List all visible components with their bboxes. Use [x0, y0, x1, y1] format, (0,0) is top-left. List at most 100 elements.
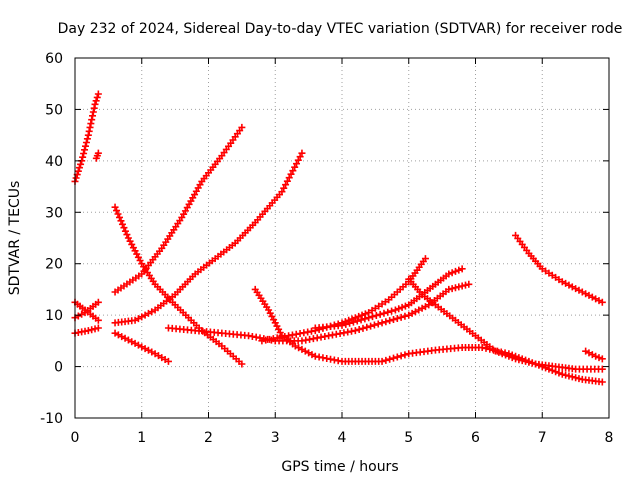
data-point	[93, 93, 101, 101]
x-tick-label: 8	[605, 430, 614, 446]
data-point	[401, 351, 409, 359]
data-point	[386, 317, 394, 325]
data-point	[74, 167, 82, 175]
y-tick-label: 40	[45, 154, 63, 170]
x-tick-label: 6	[471, 430, 480, 446]
data-point	[465, 280, 473, 288]
series-track-d	[71, 324, 102, 337]
data-point	[114, 210, 122, 218]
x-tick-label: 5	[404, 430, 413, 446]
data-point	[528, 359, 536, 367]
y-tick-label: 60	[45, 51, 63, 67]
data-point	[238, 123, 246, 131]
data-point	[351, 327, 359, 335]
x-axis-label: GPS time / hours	[281, 459, 398, 475]
data-point	[91, 325, 99, 333]
data-point	[79, 153, 87, 161]
data-point	[81, 146, 89, 154]
data-point	[298, 149, 306, 157]
data-point	[118, 220, 126, 228]
data-point	[94, 298, 102, 306]
data-point	[393, 353, 401, 361]
data-point	[572, 374, 580, 382]
data-point	[87, 120, 95, 128]
data-point	[355, 325, 363, 333]
data-point	[562, 371, 570, 379]
data-point	[357, 316, 365, 324]
series-track-a	[71, 90, 102, 185]
data-point	[495, 348, 503, 356]
series-track-f	[111, 203, 246, 368]
data-point	[492, 347, 500, 355]
data-point	[80, 150, 88, 158]
data-point	[386, 355, 394, 363]
data-point	[448, 285, 456, 293]
data-point	[358, 311, 366, 319]
data-point	[342, 320, 350, 328]
data-point	[363, 323, 371, 331]
data-point	[455, 266, 463, 274]
data-point	[451, 284, 459, 292]
data-point	[378, 357, 386, 365]
data-point	[238, 360, 246, 368]
data-point	[121, 227, 129, 235]
data-point	[287, 170, 295, 178]
y-tick-label: 0	[54, 360, 63, 376]
data-point	[296, 153, 304, 161]
data-point	[369, 313, 377, 321]
data-point	[393, 314, 401, 322]
data-point	[384, 308, 392, 316]
x-tick-label: 2	[204, 430, 213, 446]
y-tick-label: -10	[40, 411, 63, 427]
data-point	[291, 163, 299, 171]
data-point	[389, 354, 397, 362]
chart-title: Day 232 of 2024, Sidereal Day-to-day VTE…	[58, 21, 623, 37]
data-point	[461, 281, 469, 289]
data-point	[90, 104, 98, 112]
data-point	[478, 344, 486, 352]
data-point	[282, 181, 290, 189]
y-tick-label: 10	[45, 308, 63, 324]
data-point	[365, 314, 373, 322]
data-point	[389, 316, 397, 324]
data-point	[294, 156, 302, 164]
series-track-e	[111, 329, 172, 365]
series-track-o	[582, 347, 606, 363]
data-point	[395, 305, 403, 313]
data-point	[482, 344, 490, 352]
data-point	[123, 231, 131, 239]
data-point	[164, 357, 172, 365]
y-tick-label: 20	[45, 257, 63, 273]
data-point	[285, 174, 293, 182]
data-point	[113, 207, 121, 215]
data-point	[598, 355, 606, 363]
data-point	[72, 174, 80, 182]
data-point	[592, 352, 600, 360]
data-point	[370, 321, 378, 329]
data-point	[289, 167, 297, 175]
data-point	[455, 283, 463, 291]
data-point	[88, 116, 96, 124]
data-point	[89, 108, 97, 116]
data-point	[565, 372, 573, 380]
data-point	[82, 138, 90, 146]
data-point	[391, 306, 399, 314]
data-point	[75, 164, 83, 172]
data-point	[401, 302, 409, 310]
data-point	[448, 269, 456, 277]
data-point	[283, 177, 291, 185]
data-point	[84, 131, 92, 139]
series-track-h	[111, 149, 306, 327]
data-point	[445, 270, 453, 278]
data-point	[458, 265, 466, 273]
data-point	[111, 203, 119, 211]
data-point	[555, 369, 563, 377]
data-point	[458, 282, 466, 290]
data-point	[292, 160, 300, 168]
x-tick-label: 4	[338, 430, 347, 446]
data-point	[359, 324, 367, 332]
x-tick-label: 0	[71, 430, 80, 446]
data-point	[83, 135, 91, 143]
data-point	[398, 303, 406, 311]
